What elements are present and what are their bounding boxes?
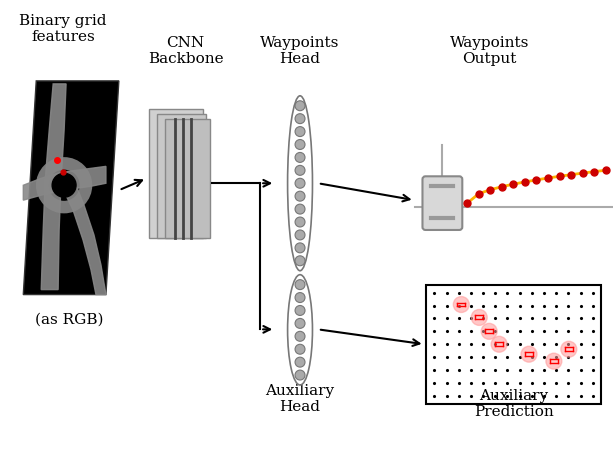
- Circle shape: [295, 114, 305, 124]
- Circle shape: [295, 306, 305, 315]
- Circle shape: [546, 353, 562, 369]
- Text: Binary grid
features: Binary grid features: [20, 14, 107, 44]
- Bar: [149, 109, 203, 238]
- Circle shape: [295, 140, 305, 149]
- Circle shape: [481, 324, 497, 339]
- Circle shape: [295, 344, 305, 354]
- Polygon shape: [61, 180, 106, 295]
- Circle shape: [52, 173, 76, 197]
- Circle shape: [472, 310, 487, 325]
- Polygon shape: [23, 166, 106, 200]
- Circle shape: [295, 230, 305, 240]
- Polygon shape: [23, 81, 119, 295]
- Text: Auxiliary
Prediction: Auxiliary Prediction: [474, 389, 554, 419]
- Circle shape: [295, 243, 305, 253]
- FancyBboxPatch shape: [422, 176, 462, 230]
- Circle shape: [295, 153, 305, 162]
- Circle shape: [295, 191, 305, 201]
- Circle shape: [295, 101, 305, 111]
- Bar: [165, 119, 211, 238]
- Circle shape: [295, 370, 305, 380]
- Circle shape: [295, 357, 305, 367]
- Circle shape: [561, 341, 577, 357]
- Circle shape: [295, 204, 305, 214]
- Circle shape: [295, 256, 305, 266]
- Circle shape: [295, 217, 305, 227]
- Circle shape: [295, 279, 305, 290]
- Bar: [157, 114, 206, 238]
- Text: Waypoints
Head: Waypoints Head: [260, 36, 340, 66]
- Text: Waypoints
Output: Waypoints Output: [449, 36, 529, 66]
- Circle shape: [295, 178, 305, 188]
- Text: Auxiliary
Head: Auxiliary Head: [265, 384, 335, 414]
- Circle shape: [295, 331, 305, 341]
- Circle shape: [453, 297, 469, 312]
- Circle shape: [295, 292, 305, 302]
- Circle shape: [295, 319, 305, 328]
- Circle shape: [295, 165, 305, 176]
- Circle shape: [491, 336, 507, 352]
- Text: CNN
Backbone: CNN Backbone: [148, 36, 223, 66]
- Bar: [427, 285, 600, 404]
- Text: (as RGB): (as RGB): [35, 312, 103, 326]
- Circle shape: [521, 346, 537, 362]
- Polygon shape: [41, 84, 66, 290]
- Circle shape: [295, 126, 305, 136]
